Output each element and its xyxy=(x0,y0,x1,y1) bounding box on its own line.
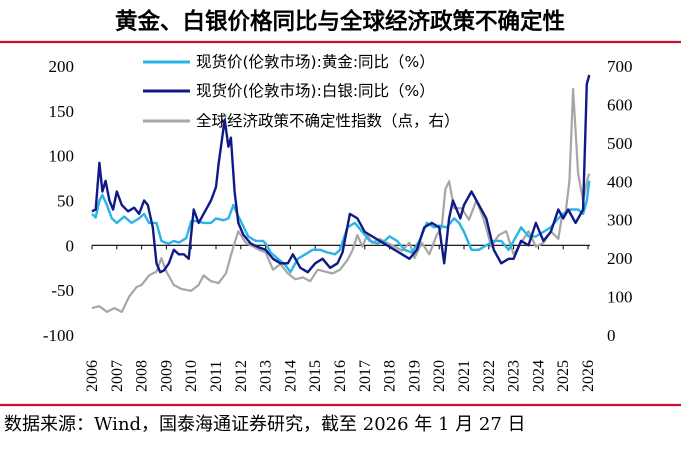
y-right-tick-label: 700 xyxy=(607,57,633,76)
y-right-tick-label: 100 xyxy=(607,288,633,307)
x-tick-label: 2007 xyxy=(109,360,126,392)
x-tick-label: 2010 xyxy=(183,360,200,392)
y-right-tick-label: 200 xyxy=(607,249,633,268)
legend-label-gold: 现货价(伦敦市场):黄金:同比（%） xyxy=(196,53,435,71)
x-tick-label: 2016 xyxy=(332,360,349,392)
y-left-tick-label: 150 xyxy=(49,102,75,121)
y-right-tick-label: 600 xyxy=(607,95,633,114)
y-left-tick-label: 200 xyxy=(49,57,75,76)
legend: 现货价(伦敦市场):黄金:同比（%） 现货价(伦敦市场):白银:同比（%） 全球… xyxy=(143,53,460,130)
x-tick-label: 2006 xyxy=(84,360,101,392)
x-tick-label: 2008 xyxy=(134,360,151,392)
x-tick-label: 2013 xyxy=(258,360,275,392)
y-left-tick-label: 50 xyxy=(57,192,74,211)
x-tick-label: 2020 xyxy=(431,360,448,392)
y-left-tick-label: 100 xyxy=(49,147,75,166)
x-tick-label: 2026 xyxy=(580,360,597,392)
x-tick-label: 2017 xyxy=(357,360,374,392)
chart-title: 黄金、白银价格同比与全球经济政策不确定性 xyxy=(115,8,565,35)
x-tick-label: 2015 xyxy=(307,360,324,392)
y-right-tick-label: 400 xyxy=(607,172,633,191)
x-tick-label: 2024 xyxy=(530,360,547,392)
x-tick-label: 2014 xyxy=(282,360,299,392)
axes: -100 -50 0 50 100 150 200 0 100 200 300 400 500 600 70… xyxy=(43,57,633,392)
legend-label-epu: 全球经济政策不确定性指数（点，右） xyxy=(196,112,460,130)
x-tick-label: 2019 xyxy=(406,360,423,392)
x-tick-label: 2025 xyxy=(555,360,572,392)
x-tick-label: 2022 xyxy=(481,360,498,392)
series-line-silver xyxy=(91,74,591,274)
x-tick-label: 2021 xyxy=(456,360,473,392)
y-left-tick-label: 0 xyxy=(66,236,75,255)
series-lines xyxy=(91,74,591,313)
y-right-tick-label: 500 xyxy=(607,134,633,153)
x-tick-label: 2012 xyxy=(233,360,250,392)
y-left-tick-label: -100 xyxy=(43,326,74,345)
series-line-gold xyxy=(91,180,591,274)
source-note: 数据来源：Wind，国泰海通证券研究，截至 2026 年 1 月 27 日 xyxy=(4,414,526,435)
legend-label-silver: 现货价(伦敦市场):白银:同比（%） xyxy=(196,82,435,100)
x-tick-label: 2023 xyxy=(506,360,523,392)
x-tick-label: 2018 xyxy=(382,360,399,392)
x-tick-label: 2011 xyxy=(208,361,225,392)
y-left-tick-label: -50 xyxy=(51,281,74,300)
series-line-epu xyxy=(91,87,591,313)
y-right-tick-label: 300 xyxy=(607,211,633,230)
y-right-tick-label: 0 xyxy=(607,326,616,345)
x-tick-label: 2009 xyxy=(158,360,175,392)
